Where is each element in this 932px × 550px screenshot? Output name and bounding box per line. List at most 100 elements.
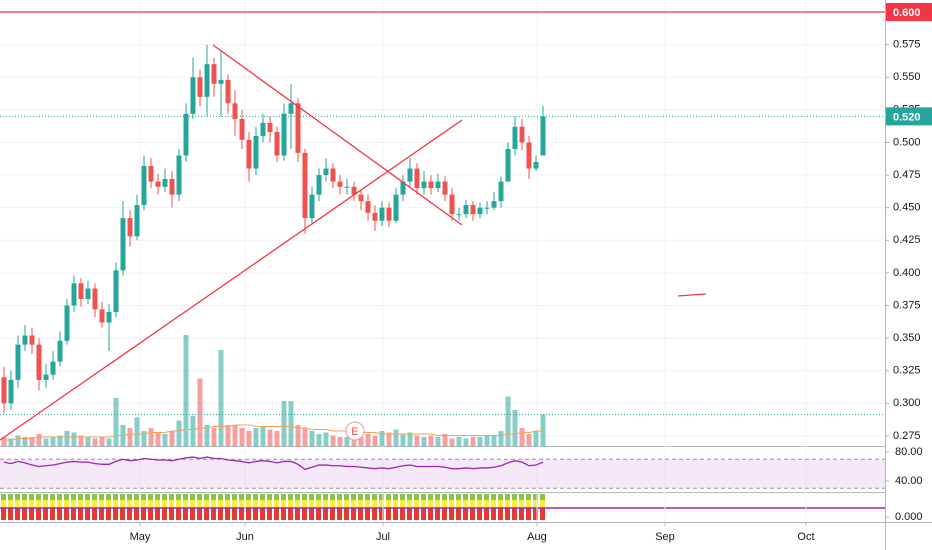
candle-body [491,201,497,208]
volume-bar [15,435,21,446]
candle-body [344,186,350,188]
y-tick-label: 0.325 [893,365,921,377]
candle-body [36,344,42,380]
candle-body [386,207,392,221]
volume-bar [463,438,469,446]
trend-line [677,293,707,297]
candle-body [379,207,385,221]
volume-bar [407,432,413,446]
candle-body [204,64,210,97]
candle-body [106,312,112,323]
volume-bar [239,427,245,446]
y-tick-label: 0.350 [893,332,921,344]
candle-body [302,152,308,219]
x-tick-label: May [130,531,151,543]
candle-body [470,205,476,215]
volume-bar [288,400,294,446]
volume-bar [330,435,336,446]
volume-bar [281,400,287,446]
y-tick-label: 0.475 [893,169,921,181]
candle-body [330,168,336,182]
candle-body [540,116,546,156]
candle-body [316,175,322,195]
volume-bar [155,432,161,446]
price-tag [886,107,932,126]
volume-bar [456,436,462,446]
candle-body [407,168,413,182]
volume-bar [204,424,210,446]
candle-body [505,148,511,182]
candle-body [477,207,483,215]
candle-body [232,103,238,119]
volume-bar [148,427,154,446]
volume-bar [260,426,266,446]
volume-bar [302,427,308,446]
volume-bar [533,430,539,446]
candle-body [442,181,448,195]
candle-body [134,205,140,237]
candle-body [456,214,462,216]
rsi-line [3,456,544,471]
candle-body [183,113,189,156]
y-tick-label: 0.450 [893,202,921,214]
candle-body [99,309,105,323]
candle-body [351,186,357,195]
candle-body [400,181,406,195]
volume-bar [372,435,378,446]
x-tick-label: Sep [655,531,675,543]
candle-body [519,126,525,143]
trend-line [0,119,463,441]
candle-body [155,181,161,187]
volume-bar [540,414,546,446]
volume-bar [36,433,42,446]
x-tick-label: Jun [236,531,254,543]
volume-bar [505,396,511,446]
candle-body [92,288,98,310]
candle-body [274,132,280,156]
candle-body [337,181,343,187]
y-tick-label: 0.575 [893,39,921,51]
volume-bar [323,432,329,446]
volume-bar [57,435,63,446]
volume-bar [134,417,140,446]
candle-body [239,118,245,140]
volume-bar [99,436,105,446]
price-tag-label: 0.600 [893,7,921,19]
candle-body [414,168,420,189]
volume-bar [113,397,119,446]
volume-bar [71,432,77,446]
volume-bar [512,409,518,446]
candle-body [113,270,119,313]
price-tag-label: 0.520 [893,111,921,123]
candle-body [148,165,154,182]
candle-body [358,194,364,202]
volume-bar [414,435,420,446]
price-tag [886,3,932,22]
candle-body [8,379,14,404]
volume-bar [351,438,357,446]
volume-bar [29,436,35,446]
event-label: E [351,426,358,438]
volume-bar [316,433,322,446]
y-tick-label: 0.275 [893,430,921,442]
volume-bar [106,438,112,446]
candle-body [15,344,21,380]
volume-bar [435,436,441,446]
volume-bar [484,435,490,446]
candle-body [463,205,469,215]
volume-bar [246,430,252,446]
volume-bar [274,430,280,446]
volume-bar [1,436,7,446]
volume-bar [197,378,203,446]
rsi-tick-label: 80.00 [895,446,923,458]
indicator-tick-label: 0.000 [895,511,923,523]
volume-bar [470,436,476,446]
candle-body [211,64,217,84]
candle-body [85,288,91,299]
candle-body [190,77,196,114]
candle-body [22,335,28,345]
candle-body [288,103,294,114]
candle-body [43,374,49,380]
candle-body [421,181,427,189]
candle-body [50,361,56,375]
